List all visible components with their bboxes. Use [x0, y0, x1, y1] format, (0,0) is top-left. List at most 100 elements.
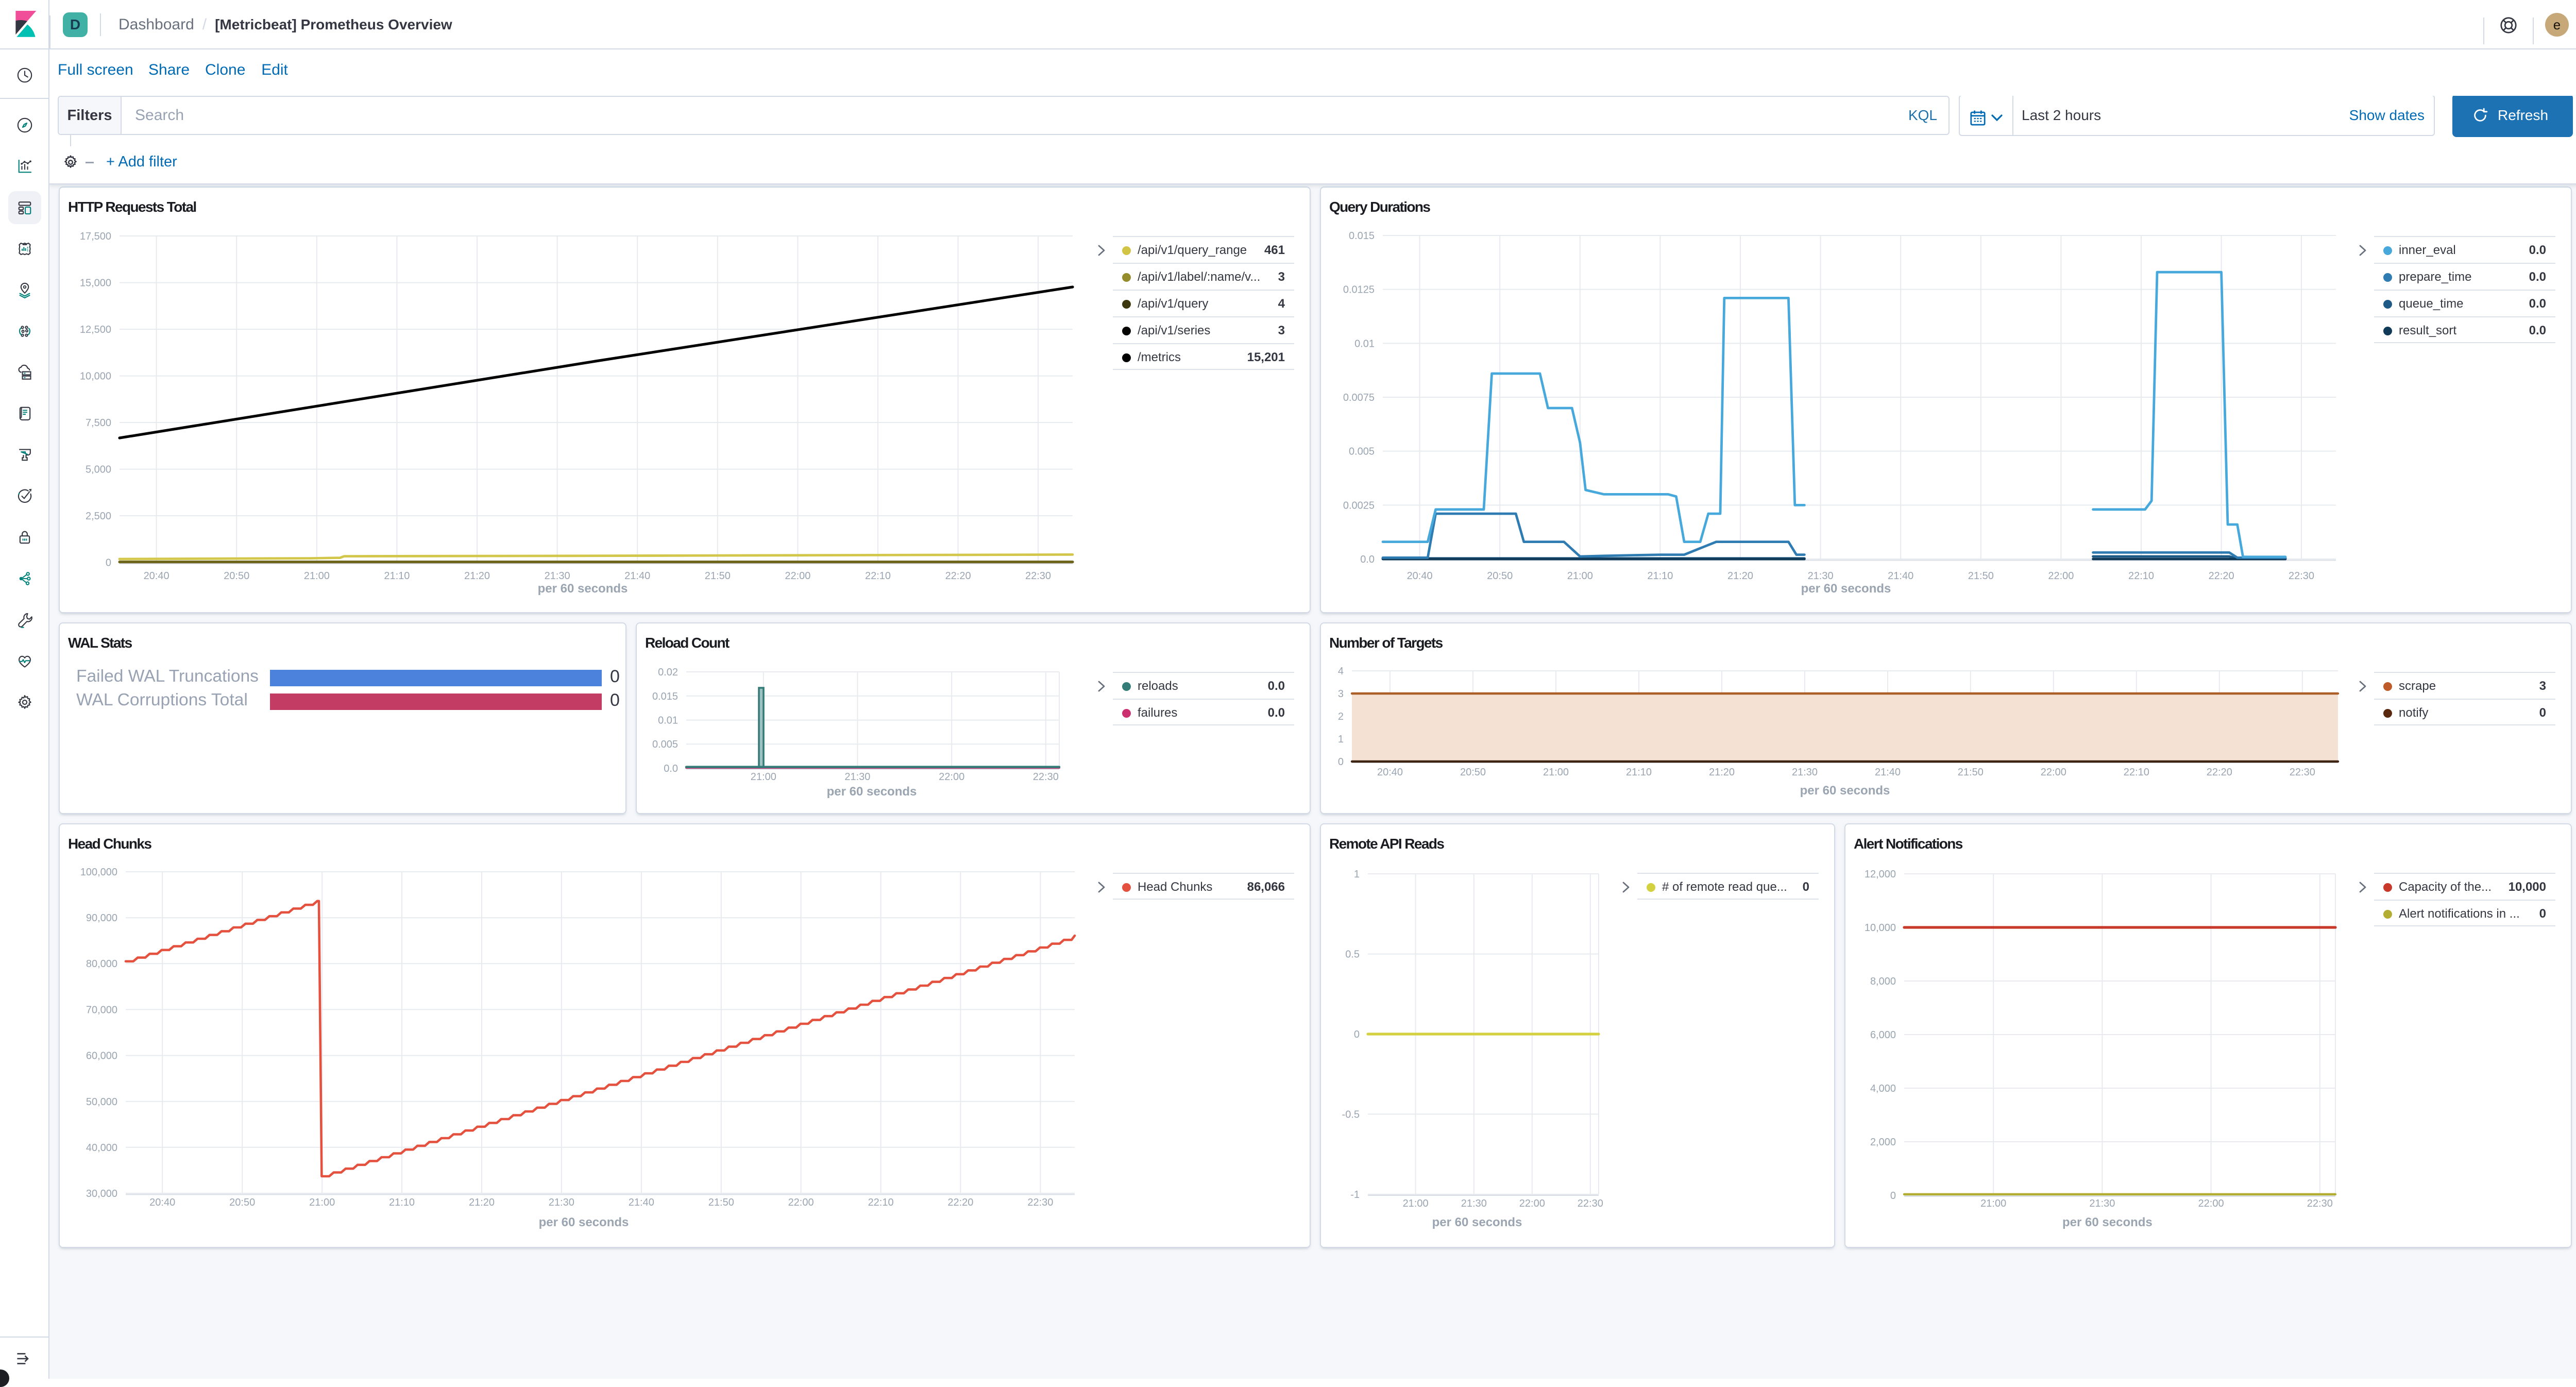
svg-text:5,000: 5,000	[86, 464, 111, 476]
svg-text:7,500: 7,500	[86, 417, 111, 429]
svg-text:0.0025: 0.0025	[1343, 500, 1375, 511]
svg-text:per 60 seconds: per 60 seconds	[827, 785, 917, 799]
svg-text:20:40: 20:40	[149, 1197, 175, 1208]
svg-text:22:00: 22:00	[2041, 767, 2066, 778]
svg-text:21:00: 21:00	[1980, 1198, 2006, 1209]
svg-text:21:30: 21:30	[2089, 1198, 2115, 1209]
svg-text:20:50: 20:50	[224, 570, 249, 582]
svg-text:0.02: 0.02	[658, 667, 678, 678]
svg-text:22:20: 22:20	[945, 570, 971, 582]
svg-text:22:10: 22:10	[2124, 767, 2149, 778]
svg-text:40,000: 40,000	[86, 1142, 117, 1154]
svg-text:4,000: 4,000	[1870, 1083, 1896, 1094]
svg-text:0.0125: 0.0125	[1343, 284, 1375, 296]
svg-text:60,000: 60,000	[86, 1051, 117, 1062]
svg-text:0.005: 0.005	[1349, 446, 1375, 458]
svg-text:17,500: 17,500	[80, 231, 111, 242]
svg-text:21:30: 21:30	[1792, 767, 1818, 778]
svg-text:12,500: 12,500	[80, 324, 111, 335]
svg-text:30,000: 30,000	[86, 1188, 117, 1199]
svg-text:22:00: 22:00	[785, 570, 810, 582]
svg-text:21:40: 21:40	[1888, 570, 1913, 582]
svg-text:1: 1	[1354, 869, 1360, 880]
svg-text:20:40: 20:40	[1377, 767, 1403, 778]
svg-text:15,000: 15,000	[80, 278, 111, 289]
svg-text:22:30: 22:30	[1027, 1197, 1053, 1208]
svg-text:20:50: 20:50	[1460, 767, 1486, 778]
svg-text:8,000: 8,000	[1870, 976, 1896, 987]
svg-text:21:30: 21:30	[549, 1197, 574, 1208]
svg-text:22:00: 22:00	[2048, 570, 2074, 582]
svg-text:0: 0	[106, 557, 111, 569]
svg-text:21:00: 21:00	[309, 1197, 335, 1208]
svg-text:1: 1	[1338, 734, 1344, 745]
svg-text:0.015: 0.015	[1349, 230, 1375, 242]
svg-text:per 60 seconds: per 60 seconds	[539, 1215, 629, 1229]
svg-text:0.0075: 0.0075	[1343, 392, 1375, 403]
svg-text:21:30: 21:30	[1461, 1198, 1487, 1209]
svg-text:0: 0	[1890, 1190, 1896, 1202]
svg-text:2: 2	[1338, 711, 1344, 722]
svg-text:70,000: 70,000	[86, 1004, 117, 1016]
svg-text:0.0: 0.0	[664, 763, 678, 774]
svg-text:21:50: 21:50	[708, 1197, 734, 1208]
svg-text:22:30: 22:30	[2289, 570, 2314, 582]
svg-text:100,000: 100,000	[80, 867, 117, 878]
svg-text:50,000: 50,000	[86, 1096, 117, 1108]
svg-text:10,000: 10,000	[1865, 922, 1896, 934]
svg-text:0.005: 0.005	[652, 739, 678, 750]
svg-text:22:20: 22:20	[2207, 767, 2232, 778]
svg-text:per 60 seconds: per 60 seconds	[2062, 1215, 2153, 1229]
svg-text:21:00: 21:00	[751, 771, 776, 783]
svg-text:21:40: 21:40	[624, 570, 650, 582]
svg-text:21:50: 21:50	[705, 570, 731, 582]
svg-text:21:10: 21:10	[384, 570, 410, 582]
svg-text:21:00: 21:00	[1403, 1198, 1429, 1209]
svg-text:4: 4	[1338, 666, 1344, 677]
svg-text:21:50: 21:50	[1968, 570, 1994, 582]
svg-text:21:00: 21:00	[304, 570, 330, 582]
svg-text:12,000: 12,000	[1865, 869, 1896, 880]
svg-text:22:10: 22:10	[868, 1197, 894, 1208]
svg-text:22:30: 22:30	[2307, 1198, 2333, 1209]
svg-text:0.01: 0.01	[1354, 338, 1375, 349]
svg-text:21:50: 21:50	[1958, 767, 1984, 778]
svg-text:90,000: 90,000	[86, 912, 117, 924]
svg-text:-0.5: -0.5	[1342, 1109, 1360, 1121]
svg-text:21:10: 21:10	[389, 1197, 415, 1208]
svg-text:21:20: 21:20	[464, 570, 490, 582]
svg-text:per 60 seconds: per 60 seconds	[1800, 784, 1890, 798]
svg-text:-1: -1	[1350, 1189, 1360, 1200]
svg-text:21:00: 21:00	[1567, 570, 1593, 582]
svg-text:21:30: 21:30	[844, 771, 870, 783]
svg-text:22:00: 22:00	[2198, 1198, 2224, 1209]
svg-text:0.01: 0.01	[658, 715, 678, 726]
svg-text:20:40: 20:40	[144, 570, 170, 582]
svg-text:21:40: 21:40	[629, 1197, 654, 1208]
svg-text:6,000: 6,000	[1870, 1029, 1896, 1041]
svg-text:20:40: 20:40	[1407, 570, 1433, 582]
svg-text:0.015: 0.015	[652, 691, 678, 702]
svg-text:22:20: 22:20	[2209, 570, 2234, 582]
svg-text:22:00: 22:00	[788, 1197, 814, 1208]
svg-text:21:40: 21:40	[1875, 767, 1901, 778]
svg-text:22:30: 22:30	[1578, 1198, 1603, 1209]
svg-text:2,000: 2,000	[1870, 1137, 1896, 1148]
svg-text:22:30: 22:30	[1025, 570, 1051, 582]
svg-text:21:00: 21:00	[1543, 767, 1569, 778]
svg-text:0.0: 0.0	[1360, 554, 1375, 565]
svg-text:per 60 seconds: per 60 seconds	[1432, 1215, 1522, 1229]
svg-text:22:30: 22:30	[2290, 767, 2315, 778]
svg-text:0.5: 0.5	[1345, 949, 1360, 960]
svg-text:22:30: 22:30	[1033, 771, 1059, 783]
svg-text:20:50: 20:50	[1487, 570, 1513, 582]
svg-text:0: 0	[1338, 756, 1344, 768]
svg-text:21:10: 21:10	[1647, 570, 1673, 582]
svg-text:21:30: 21:30	[1808, 570, 1834, 582]
svg-text:22:10: 22:10	[865, 570, 891, 582]
svg-text:2,500: 2,500	[86, 511, 111, 522]
svg-text:per 60 seconds: per 60 seconds	[1801, 582, 1891, 596]
svg-text:22:10: 22:10	[2128, 570, 2154, 582]
svg-text:21:20: 21:20	[469, 1197, 495, 1208]
svg-text:0: 0	[1354, 1029, 1360, 1040]
